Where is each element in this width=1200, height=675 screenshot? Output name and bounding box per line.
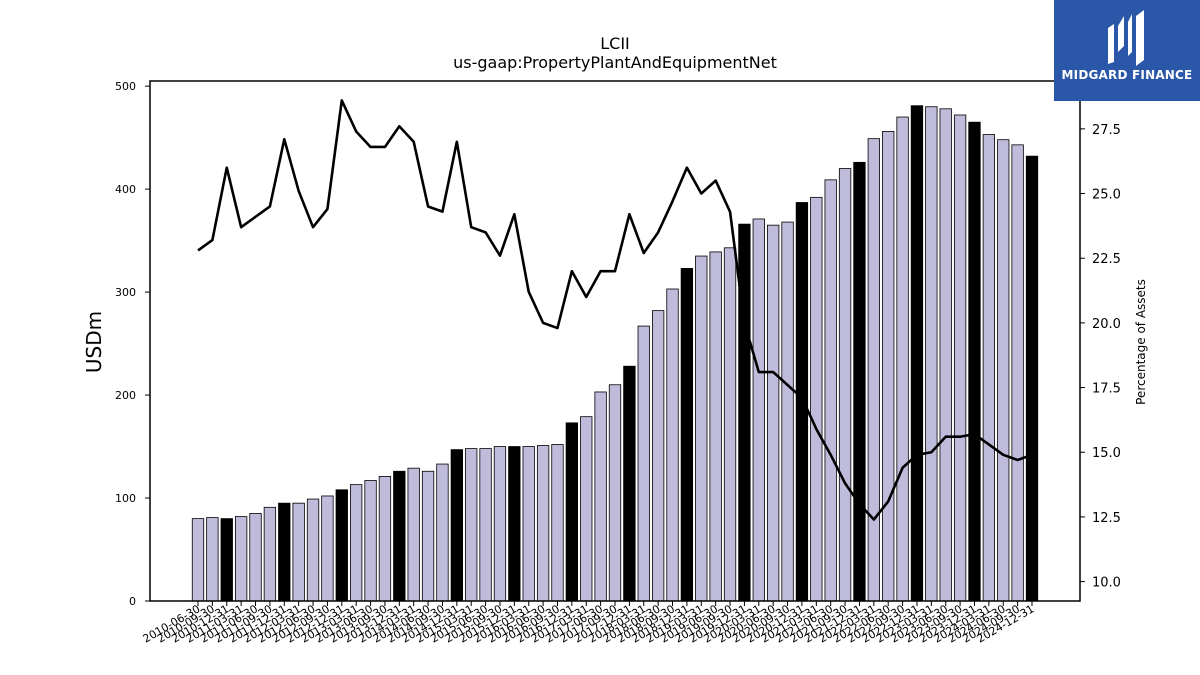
- bar: [594, 391, 607, 602]
- bar: [824, 179, 837, 602]
- bar: [853, 161, 866, 602]
- logo-mark-icon: [1108, 10, 1144, 66]
- bar: [278, 502, 291, 602]
- y2-tick-label: 25.0: [1092, 188, 1121, 203]
- chart-title: LCII: [600, 34, 630, 53]
- bar: [867, 138, 880, 602]
- bar: [767, 224, 780, 602]
- bar: [234, 516, 248, 602]
- bar: [364, 480, 377, 602]
- bar: [982, 134, 996, 602]
- bar: [479, 448, 492, 602]
- bar: [838, 168, 852, 602]
- bar: [536, 445, 550, 602]
- bar: [1011, 144, 1024, 602]
- bar: [580, 416, 593, 602]
- bar: [637, 325, 650, 602]
- bar: [795, 202, 809, 602]
- bar: [882, 131, 895, 602]
- bar: [493, 446, 507, 602]
- bar: [666, 288, 679, 602]
- bar: [608, 384, 622, 602]
- y-tick-label: 500: [115, 80, 136, 93]
- bar: [206, 517, 219, 602]
- bar: [508, 446, 521, 602]
- bar: [378, 476, 392, 602]
- bar: [738, 223, 751, 602]
- bar: [896, 116, 909, 602]
- bar: [680, 268, 694, 602]
- bar: [191, 518, 205, 602]
- percentage-line: [197, 99, 1033, 521]
- bar: [709, 251, 722, 602]
- bar: [263, 506, 277, 602]
- bar: [925, 106, 938, 602]
- y2-tick-label: 20.0: [1092, 317, 1121, 332]
- y2-tick-label: 15.0: [1092, 446, 1121, 461]
- bar: [1025, 155, 1039, 602]
- bar: [939, 108, 952, 602]
- y2-tick-label: 22.5: [1092, 252, 1121, 267]
- bar: [436, 463, 449, 602]
- bar: [350, 484, 363, 602]
- bar: [551, 444, 564, 602]
- bar: [465, 448, 478, 602]
- y-tick-label: 100: [115, 492, 136, 505]
- y2-tick-label: 27.5: [1092, 123, 1121, 138]
- bar: [450, 449, 463, 602]
- bar: [321, 495, 334, 602]
- bar: [695, 255, 708, 602]
- logo-text: MIDGARD FINANCE: [1061, 68, 1193, 82]
- bar: [752, 218, 765, 602]
- bar: [335, 489, 348, 602]
- y2-tick-label: 12.5: [1092, 511, 1121, 526]
- bar: [220, 518, 233, 602]
- plot-area: 0 100 200 300 400 500 10.0 12.5 15.0 17.5 20.0 22.5…: [115, 80, 1121, 645]
- y-tick-label: 300: [115, 286, 136, 299]
- y2-tick-label: 17.5: [1092, 382, 1121, 397]
- bar: [781, 221, 794, 602]
- bar: [810, 196, 823, 602]
- bar: [723, 247, 737, 602]
- bar: [292, 502, 305, 602]
- y-tick-label: 400: [115, 183, 136, 196]
- bar: [910, 105, 924, 602]
- bar: [953, 114, 967, 602]
- bar: [393, 470, 406, 602]
- bar: [249, 513, 262, 602]
- chart-subtitle: us-gaap:PropertyPlantAndEquipmentNet: [453, 53, 777, 72]
- bar: [997, 139, 1010, 602]
- y2-axis-label: Percentage of Assets: [1134, 279, 1148, 405]
- bar: [651, 310, 665, 602]
- bar: [421, 470, 435, 602]
- bar: [522, 446, 535, 602]
- bar: [407, 467, 420, 602]
- y-tick-label: 200: [115, 389, 136, 402]
- brand-logo: MIDGARD FINANCE: [1054, 0, 1200, 101]
- bar: [306, 498, 320, 602]
- y-axis-label: USDm: [82, 311, 106, 373]
- y-tick-label: 0: [129, 595, 136, 608]
- bar: [565, 422, 579, 602]
- y2-tick-label: 10.0: [1092, 576, 1121, 591]
- bar: [623, 365, 636, 602]
- bar: [968, 121, 981, 602]
